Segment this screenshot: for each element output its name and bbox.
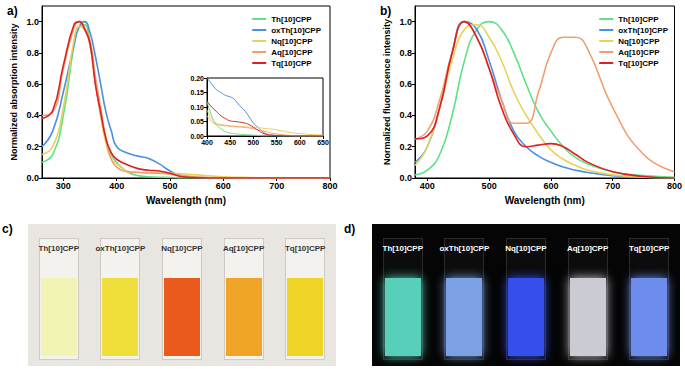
svg-text:0.10: 0.10 xyxy=(190,104,204,111)
svg-text:500: 500 xyxy=(162,181,177,191)
svg-text:0.4: 0.4 xyxy=(26,110,39,120)
svg-text:Normalized absorption intensit: Normalized absorption intensity xyxy=(9,23,19,160)
svg-text:500: 500 xyxy=(248,139,260,146)
svg-text:1.0: 1.0 xyxy=(26,17,39,27)
svg-text:0.00: 0.00 xyxy=(190,132,204,140)
svg-text:Th[10]CPP: Th[10]CPP xyxy=(618,15,659,24)
svg-text:Normalized fluorescence intens: Normalized fluorescence intensity xyxy=(382,19,392,165)
svg-text:0.0: 0.0 xyxy=(399,173,412,183)
svg-text:Aq[10]CPP: Aq[10]CPP xyxy=(271,48,313,57)
html-text:oxTh[10]CPP: oxTh[10]CPP xyxy=(95,244,146,253)
svg-text:Wavelength (nm): Wavelength (nm) xyxy=(146,195,226,206)
svg-text:0.2: 0.2 xyxy=(26,142,39,152)
svg-text:oxTh[10]CPP: oxTh[10]CPP xyxy=(618,26,668,35)
svg-text:0.8: 0.8 xyxy=(399,48,412,58)
svg-text:0.20: 0.20 xyxy=(190,75,204,82)
svg-text:0.8: 0.8 xyxy=(26,48,39,58)
svg-text:Nq[10]CPP: Nq[10]CPP xyxy=(618,37,660,46)
svg-text:400: 400 xyxy=(109,181,124,191)
svg-text:300: 300 xyxy=(56,181,71,191)
html-text:Nq[10]CPP: Nq[10]CPP xyxy=(505,244,547,253)
svg-text:700: 700 xyxy=(269,181,284,191)
svg-text:650: 650 xyxy=(317,139,329,146)
svg-text:Wavelength (nm): Wavelength (nm) xyxy=(505,195,585,206)
svg-text:Th[10]CPP: Th[10]CPP xyxy=(271,15,312,24)
svg-text:400: 400 xyxy=(201,139,213,146)
html-text:Tq[10]CPP: Tq[10]CPP xyxy=(285,244,326,253)
svg-text:400: 400 xyxy=(420,181,435,191)
svg-text:0.05: 0.05 xyxy=(190,118,204,125)
svg-text:Nq[10]CPP: Nq[10]CPP xyxy=(271,37,313,46)
html-text:Tq[10]CPP: Tq[10]CPP xyxy=(629,244,670,253)
svg-text:Tq[10]CPP: Tq[10]CPP xyxy=(618,59,659,68)
svg-text:1.0: 1.0 xyxy=(399,17,412,27)
svg-text:0.4: 0.4 xyxy=(399,110,412,120)
svg-text:550: 550 xyxy=(271,139,283,146)
svg-text:0.15: 0.15 xyxy=(190,89,204,96)
svg-text:Tq[10]CPP: Tq[10]CPP xyxy=(271,59,312,68)
svg-text:600: 600 xyxy=(543,181,558,191)
svg-text:600: 600 xyxy=(294,139,306,146)
svg-text:b): b) xyxy=(380,4,391,18)
svg-text:600: 600 xyxy=(216,181,231,191)
svg-text:700: 700 xyxy=(605,181,620,191)
svg-text:0.0: 0.0 xyxy=(26,173,39,183)
svg-text:450: 450 xyxy=(224,139,236,146)
html-text:c): c) xyxy=(2,222,13,236)
html-text:Aq[10]CPP: Aq[10]CPP xyxy=(222,244,265,253)
svg-text:500: 500 xyxy=(482,181,497,191)
html-text:Aq[10]CPP: Aq[10]CPP xyxy=(566,244,609,253)
svg-text:800: 800 xyxy=(667,181,682,191)
html-text:d): d) xyxy=(344,222,356,236)
svg-text:0.6: 0.6 xyxy=(399,79,412,89)
html-text:oxTh[10]CPP: oxTh[10]CPP xyxy=(439,244,490,253)
svg-text:a): a) xyxy=(7,4,18,18)
svg-text:Aq[10]CPP: Aq[10]CPP xyxy=(618,48,660,57)
svg-text:0.6: 0.6 xyxy=(26,79,39,89)
svg-text:oxTh[10]CPP: oxTh[10]CPP xyxy=(271,26,321,35)
svg-text:800: 800 xyxy=(322,181,337,191)
html-text:Th[10]CPP: Th[10]CPP xyxy=(38,244,79,253)
svg-text:0.2: 0.2 xyxy=(399,142,412,152)
html-text:Nq[10]CPP: Nq[10]CPP xyxy=(161,244,203,253)
html-text:Th[10]CPP: Th[10]CPP xyxy=(382,244,423,253)
